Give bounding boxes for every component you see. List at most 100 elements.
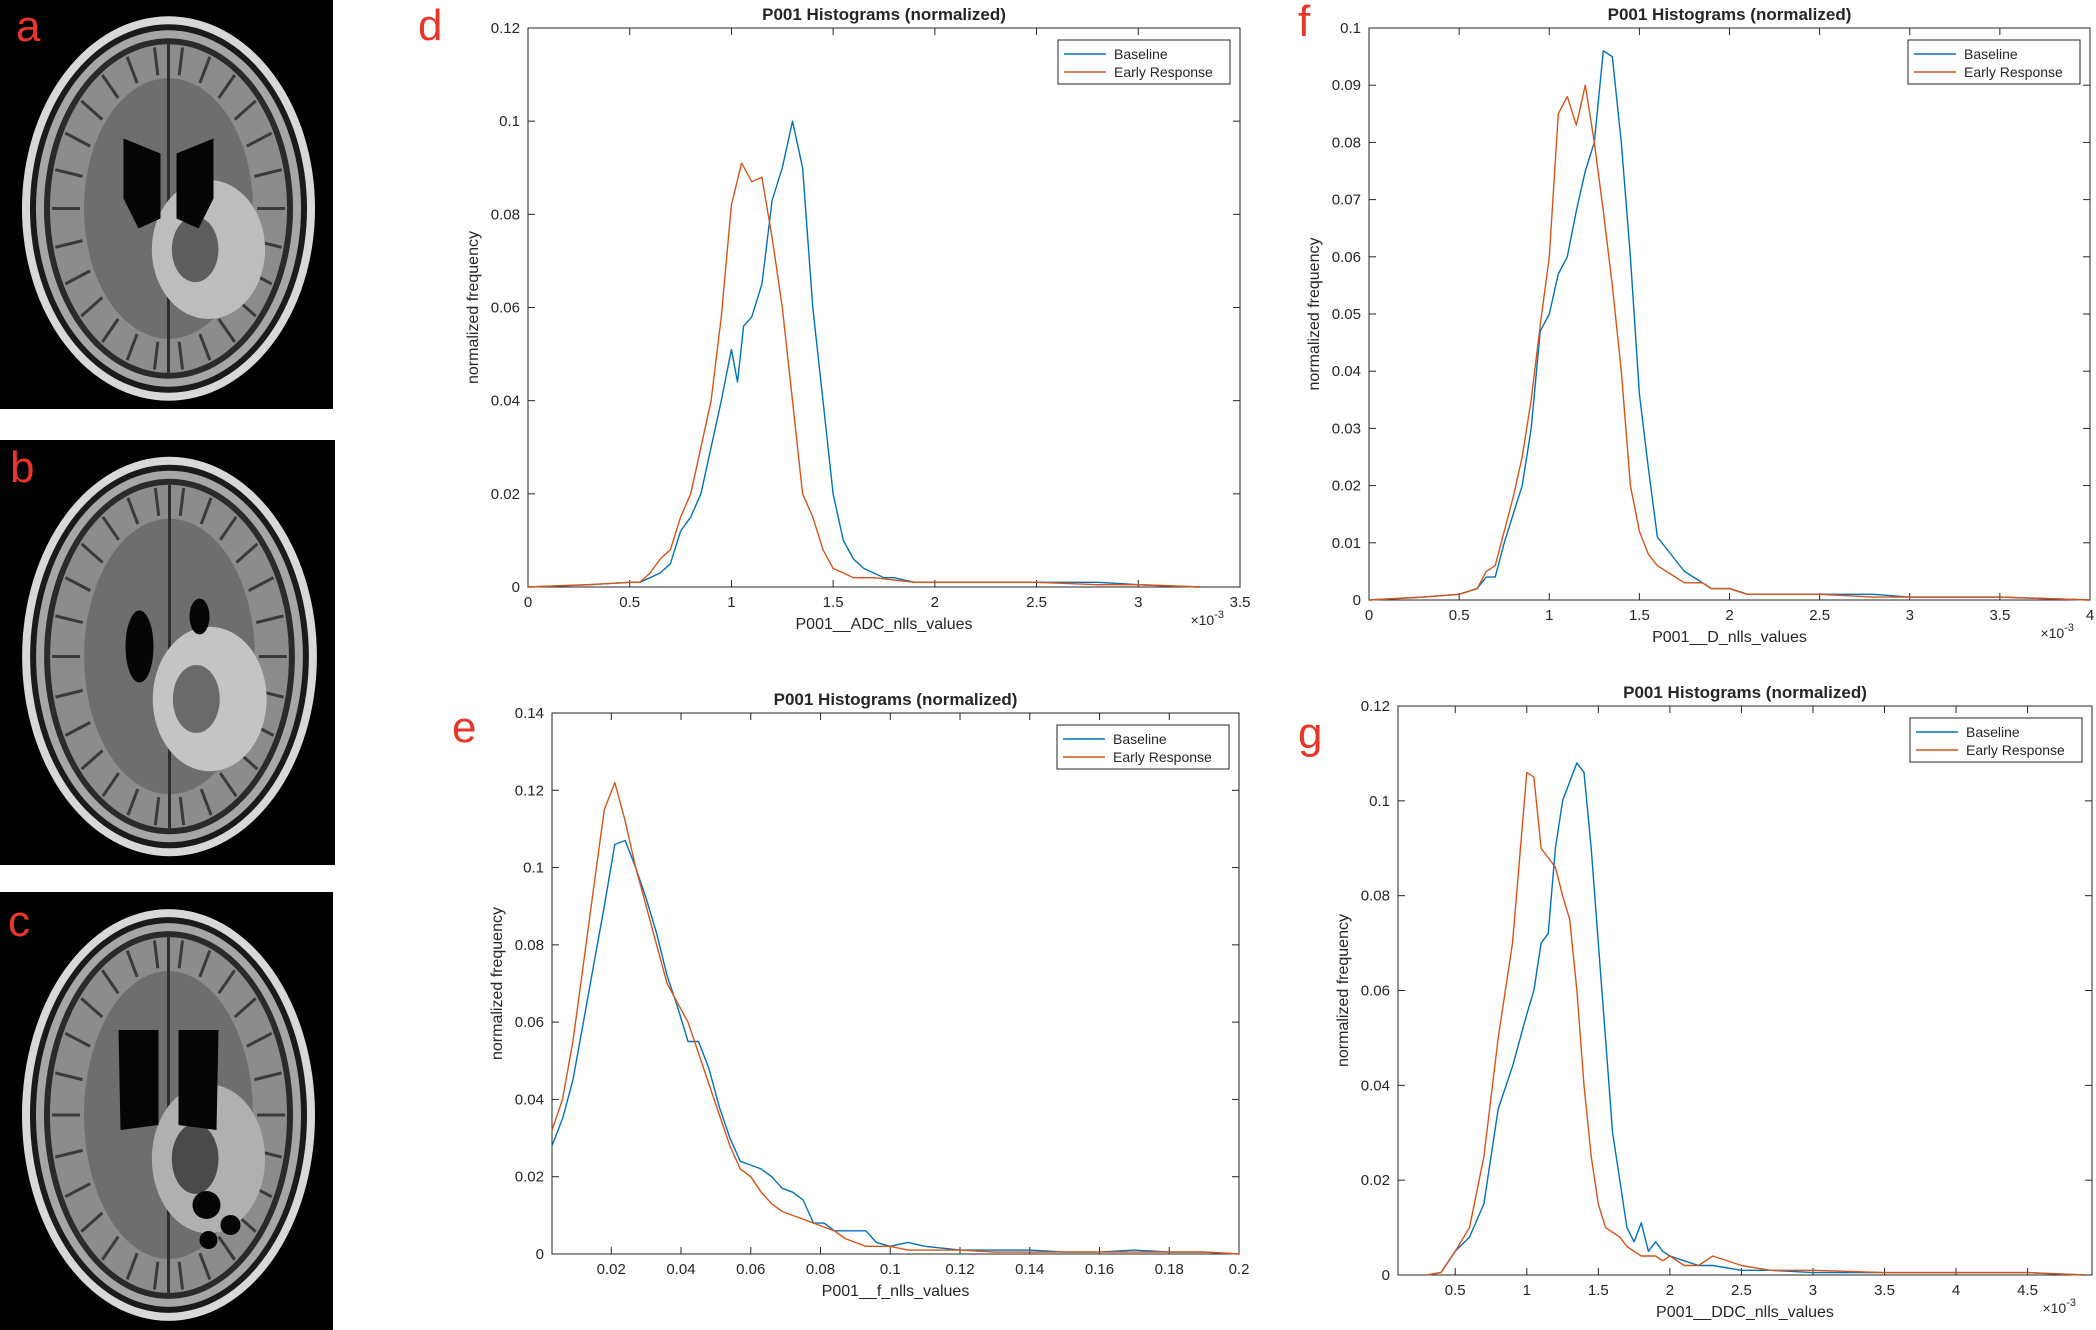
legend-entry: Baseline xyxy=(1114,46,1168,62)
x-tick-label: 3.5 xyxy=(1989,607,2010,624)
y-tick-label: 0.1 xyxy=(499,113,520,130)
y-tick-label: 0 xyxy=(1353,592,1361,609)
x-tick-label: 3.5 xyxy=(1874,1282,1895,1299)
series-line-early-response xyxy=(527,162,1200,588)
x-tick-label: 0 xyxy=(524,594,532,611)
plot-area xyxy=(527,27,1241,588)
y-axis-label: normalized frequency xyxy=(1335,914,1352,1067)
legend-box xyxy=(1057,39,1231,85)
y-tick-label: 0.06 xyxy=(1332,249,1361,266)
y-tick-label: 0.1 xyxy=(1369,793,1390,810)
panel-label-f: f xyxy=(1298,0,1311,46)
legend-entry: Early Response xyxy=(1114,64,1213,80)
x-tick-label: 0.5 xyxy=(619,594,640,611)
plot-area xyxy=(1397,705,2093,1276)
x-axis-label: P001__f_nlls_values xyxy=(822,1283,970,1300)
y-tick-label: 0.12 xyxy=(1361,698,1390,715)
series-line-early-response xyxy=(1426,771,2085,1276)
ventricle-right xyxy=(189,598,210,635)
x-tick-label: 1 xyxy=(727,594,735,611)
legend-entry: Early Response xyxy=(1964,64,2063,80)
x-tick-label: 0.04 xyxy=(666,1261,695,1278)
x-tick-label: 0 xyxy=(1365,607,1373,624)
x-tick-label: 0.5 xyxy=(1449,607,1470,624)
x-axis-label: P001__ADC_nlls_values xyxy=(796,616,973,633)
histogram-plot-e: 0 0.02 0.04 0.06 0.08 0.1 0.12 0.14 0.02 0.04 0.06… xyxy=(489,690,1249,1300)
x-axis-multiplier: ×10-3 xyxy=(2042,1297,2076,1316)
y-tick-label: 0.04 xyxy=(515,1091,544,1108)
y-tick-label: 0.14 xyxy=(515,705,544,722)
y-tick-label: 0.04 xyxy=(1332,363,1361,380)
series-line-baseline xyxy=(1426,762,2085,1276)
x-tick-label: 0.5 xyxy=(1445,1282,1466,1299)
y-tick-label: 0.02 xyxy=(1361,1172,1390,1189)
chart-title: P001 Histograms (normalized) xyxy=(774,690,1018,709)
y-tick-label: 0.09 xyxy=(1332,77,1361,94)
y-tick-label: 0.02 xyxy=(491,486,520,503)
series-line-baseline xyxy=(1368,50,2091,601)
lesion-core xyxy=(172,665,220,733)
ventricle-left xyxy=(123,138,161,229)
legend-entry: Early Response xyxy=(1113,749,1212,765)
lesion-core xyxy=(171,216,219,283)
y-axis-label: normalized frequency xyxy=(489,907,506,1060)
y-tick-label: 0.06 xyxy=(515,1014,544,1031)
histogram-plot-f: 0 0.01 0.02 0.03 0.04 0.05 0.06 0.07 0.08 0.09 0.1… xyxy=(1306,5,2094,646)
y-axis-label: normalized frequency xyxy=(1306,238,1323,391)
panel-label-d: d xyxy=(418,1,443,50)
x-tick-label: 1.5 xyxy=(1588,1282,1609,1299)
x-tick-label: 2.5 xyxy=(1731,1282,1752,1299)
y-tick-label: 0.08 xyxy=(515,937,544,954)
x-tick-label: 2 xyxy=(1725,607,1733,624)
y-tick-label: 0.12 xyxy=(491,20,520,37)
y-tick-label: 0.12 xyxy=(515,782,544,799)
plot-area xyxy=(1368,27,2091,601)
x-axis-label: P001__DDC_nlls_values xyxy=(1656,1304,1834,1321)
y-tick-label: 0.02 xyxy=(1332,478,1361,495)
x-tick-label: 3 xyxy=(1809,1282,1817,1299)
x-tick-label: 0.06 xyxy=(736,1261,765,1278)
x-tick-label: 4 xyxy=(2086,607,2094,624)
x-tick-label: 3 xyxy=(1134,594,1142,611)
legend-box xyxy=(1056,724,1230,770)
x-tick-label: 1 xyxy=(1523,1282,1531,1299)
y-tick-label: 0.04 xyxy=(491,393,520,410)
x-tick-label: 4 xyxy=(1952,1282,1960,1299)
x-tick-label: 2 xyxy=(931,594,939,611)
x-tick-label: 1.5 xyxy=(1629,607,1650,624)
x-tick-label: 3 xyxy=(1906,607,1914,624)
x-tick-label: 0.12 xyxy=(945,1261,974,1278)
x-axis-multiplier: ×10-3 xyxy=(1190,609,1224,628)
series-line-baseline xyxy=(551,839,1240,1255)
plot-area xyxy=(551,712,1240,1255)
panel-label-g: g xyxy=(1298,709,1323,758)
y-tick-label: 0.08 xyxy=(491,206,520,223)
histogram-plot-d: 0 0.02 0.04 0.06 0.08 0.1 0.12 0 0.5 1 1.5 2 2.5 3 3.5… xyxy=(465,5,1250,633)
lesion-core xyxy=(171,1123,219,1194)
ventricle-left xyxy=(125,610,154,683)
chart-title: P001 Histograms (normalized) xyxy=(1623,683,1867,702)
x-tick-label: 3.5 xyxy=(1230,594,1251,611)
y-tick-label: 0.1 xyxy=(1340,20,1361,37)
x-tick-label: 0.18 xyxy=(1155,1261,1184,1278)
ventricle-left xyxy=(118,1030,159,1130)
x-tick-label: 1 xyxy=(1545,607,1553,624)
x-tick-label: 1.5 xyxy=(823,594,844,611)
y-tick-label: 0.03 xyxy=(1332,420,1361,437)
x-tick-label: 2.5 xyxy=(1026,594,1047,611)
ventricle-right xyxy=(178,1030,219,1130)
x-tick-label: 2 xyxy=(1666,1282,1674,1299)
x-axis-multiplier: ×10-3 xyxy=(2040,622,2074,641)
chart-title: P001 Histograms (normalized) xyxy=(762,5,1006,24)
x-tick-label: 0.16 xyxy=(1085,1261,1114,1278)
y-tick-label: 0 xyxy=(536,1246,544,1263)
x-tick-label: 2.5 xyxy=(1809,607,1830,624)
y-tick-label: 0 xyxy=(1382,1267,1390,1284)
x-tick-label: 0.2 xyxy=(1229,1261,1250,1278)
legend-entry: Baseline xyxy=(1966,724,2020,740)
series-line-baseline xyxy=(527,120,1200,588)
series-line-early-response xyxy=(1368,84,2091,601)
ventricle-right xyxy=(176,138,214,229)
legend-entry: Baseline xyxy=(1964,46,2018,62)
y-tick-label: 0.01 xyxy=(1332,535,1361,552)
